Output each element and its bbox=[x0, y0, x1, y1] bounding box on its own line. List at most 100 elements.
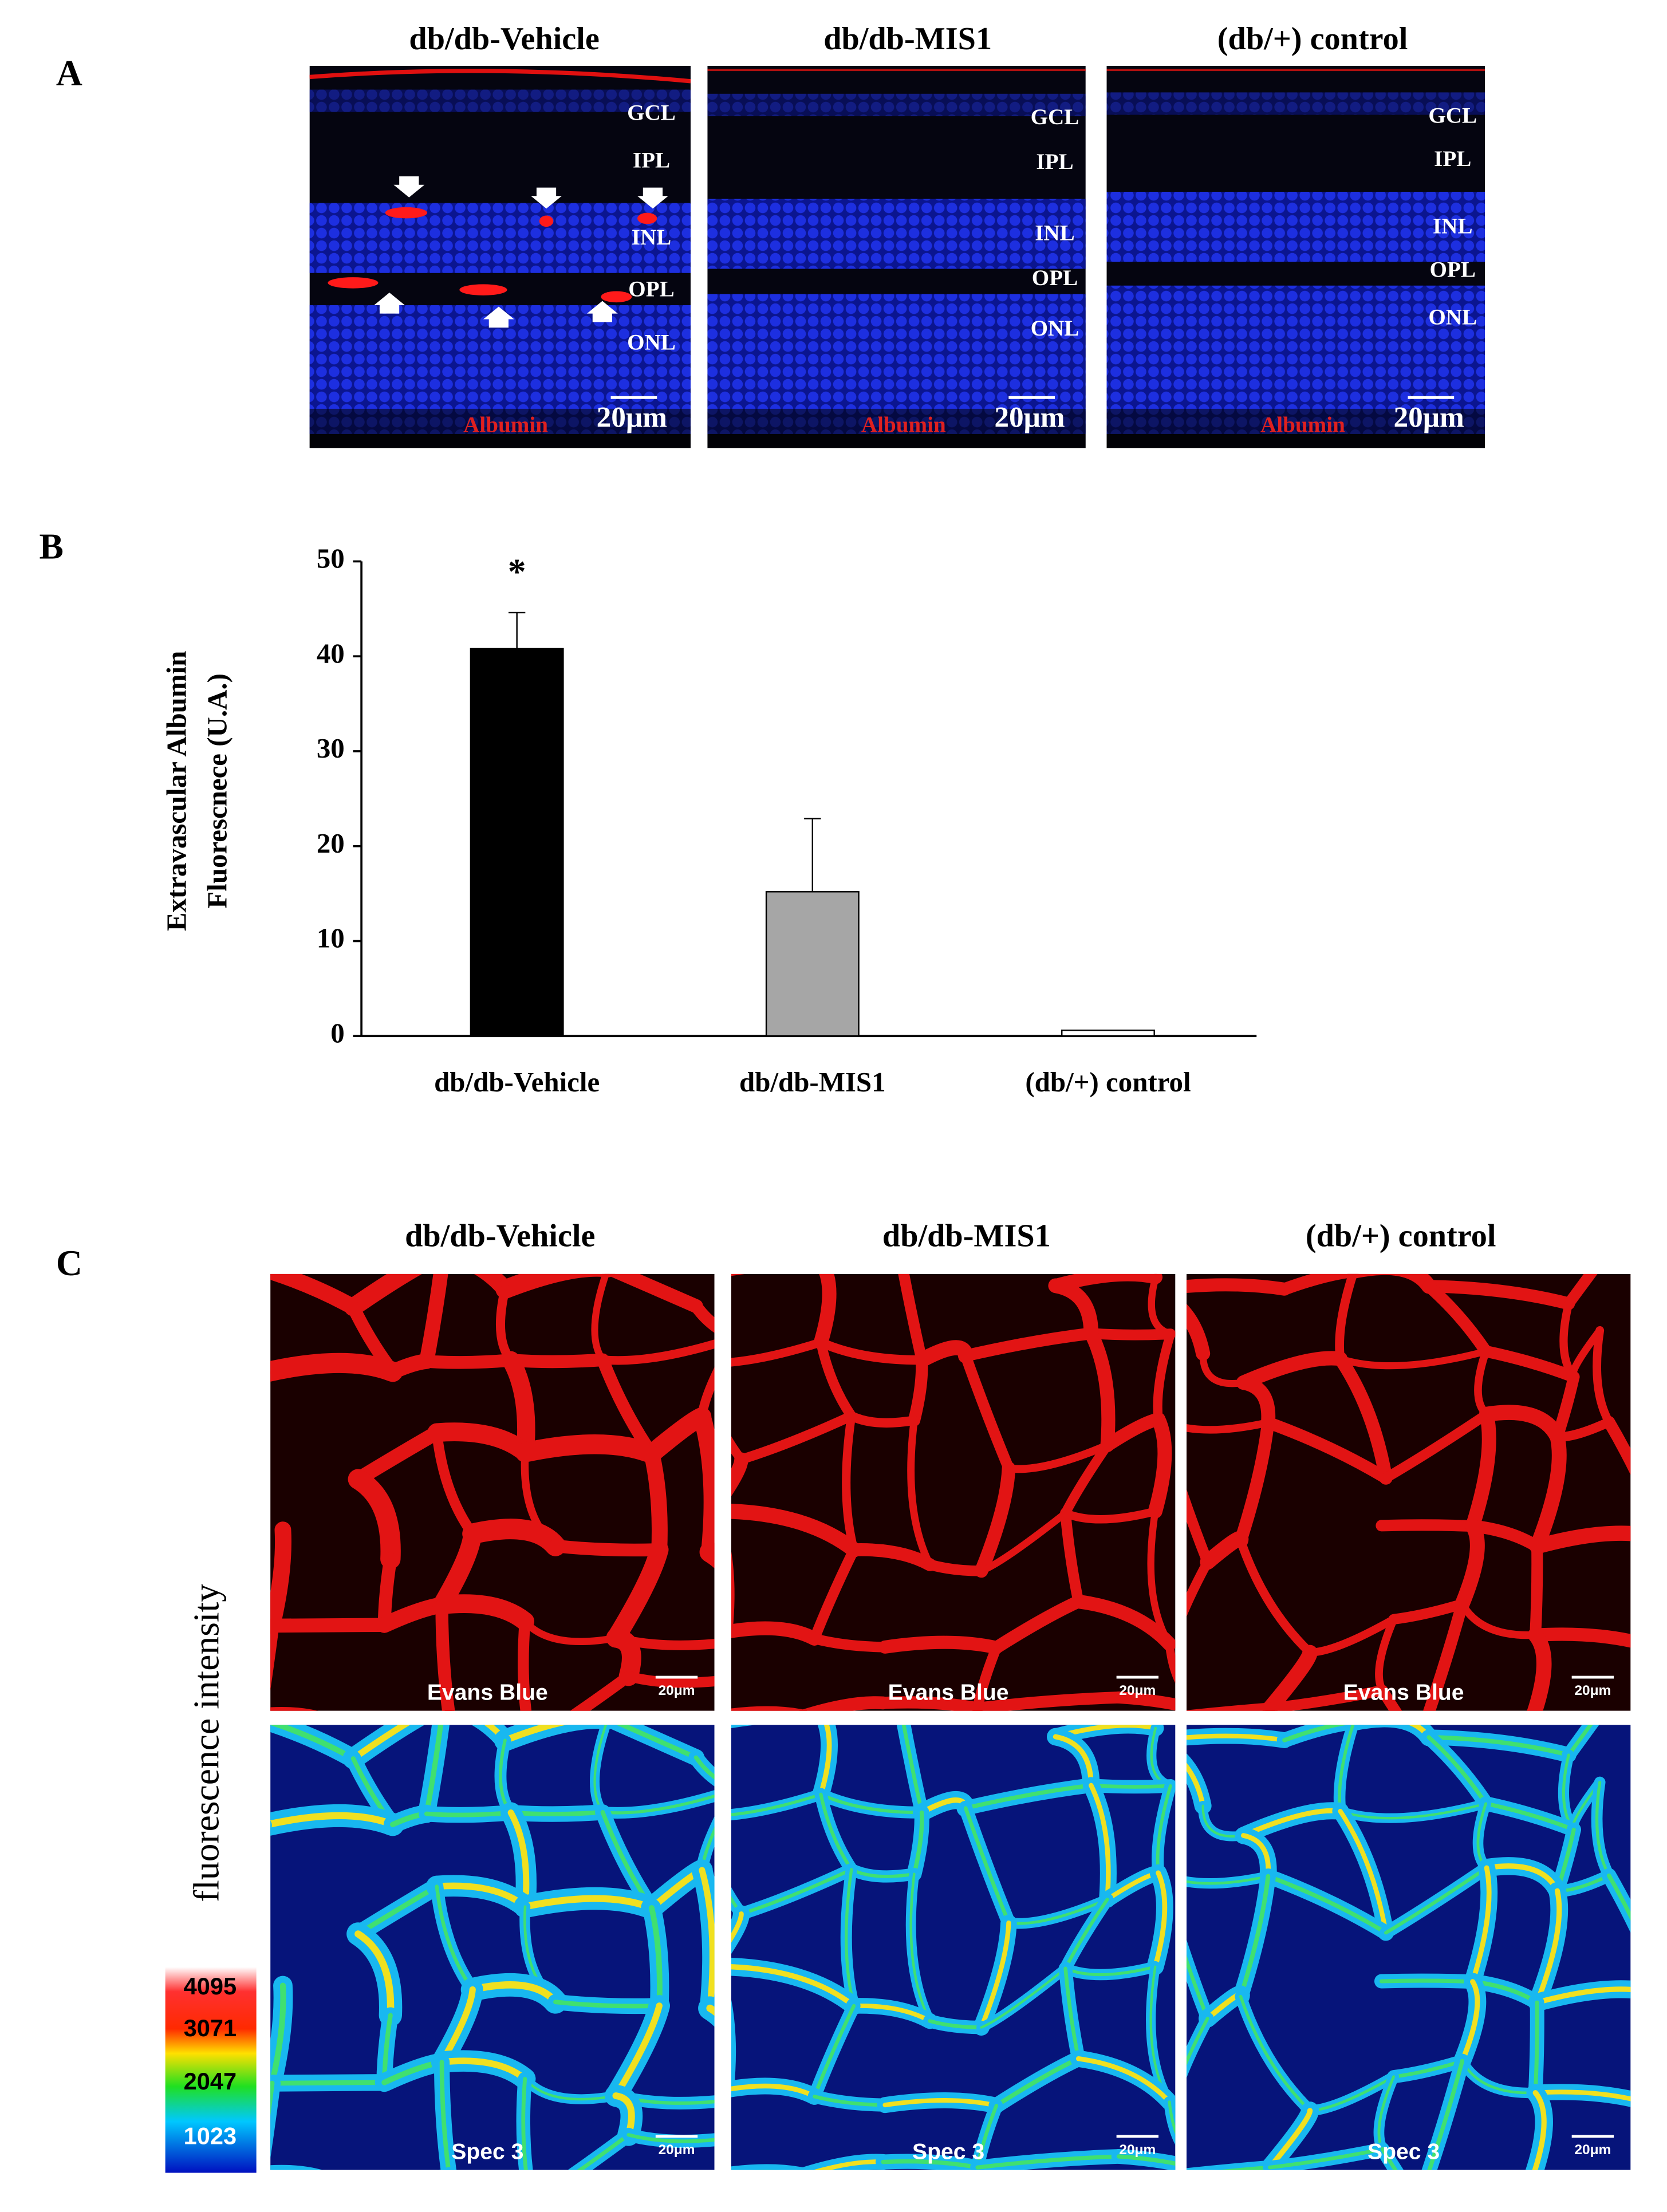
vessel bbox=[990, 1595, 1085, 1654]
vessel-core bbox=[994, 2056, 1081, 2108]
image-label: Evans Blue bbox=[888, 1681, 1009, 1705]
vessel bbox=[1465, 1407, 1496, 1533]
stain-label: Albumin bbox=[463, 413, 548, 437]
vessel-core bbox=[247, 1825, 264, 1884]
column-title: db/db-Vehicle bbox=[409, 21, 599, 57]
dark-fade bbox=[707, 408, 1086, 448]
vessel bbox=[816, 1337, 927, 1365]
vessel-core bbox=[1533, 2000, 1539, 2095]
vessel bbox=[270, 1353, 403, 1382]
vessel bbox=[1532, 2178, 1664, 2205]
vessel bbox=[1165, 1639, 1176, 1683]
vessel-core bbox=[697, 1714, 822, 1726]
panel-label: C bbox=[56, 1243, 82, 1283]
vessel-core bbox=[601, 1794, 715, 1815]
vessel-core bbox=[963, 1806, 1011, 1925]
vessel-core bbox=[626, 2133, 715, 2143]
vessel bbox=[1593, 1326, 1614, 1426]
layer-label: IPL bbox=[1434, 147, 1471, 171]
vessel-core bbox=[1152, 1870, 1168, 1970]
column-title: db/db-MIS1 bbox=[882, 1219, 1051, 1254]
vessel bbox=[1085, 1328, 1176, 1340]
vessel-core bbox=[1240, 1808, 1343, 1838]
vessel bbox=[731, 1725, 756, 1729]
vessel bbox=[431, 1427, 478, 1539]
column-title: db/db-MIS1 bbox=[823, 21, 992, 57]
vessel bbox=[908, 1354, 928, 1427]
albumin-leak bbox=[328, 277, 379, 289]
colorbar bbox=[165, 1967, 257, 2173]
vessel bbox=[1455, 1519, 1485, 1612]
vessel bbox=[445, 1710, 452, 1711]
vessel bbox=[270, 1618, 392, 1633]
vessel bbox=[591, 1273, 610, 1363]
vessel bbox=[1381, 1409, 1492, 1483]
vessel-core bbox=[1533, 2089, 1631, 2101]
vessel bbox=[1527, 1627, 1552, 1711]
image-label: Spec 3 bbox=[912, 2140, 984, 2164]
vessel-core bbox=[909, 1872, 931, 2022]
vessel-core bbox=[928, 2019, 983, 2029]
x-tick-label: db/db-MIS1 bbox=[739, 1066, 886, 1098]
vessel-core bbox=[739, 1867, 853, 1916]
vessel-core bbox=[612, 2002, 663, 2099]
scale-label: 20μm bbox=[1574, 2142, 1611, 2158]
vessel bbox=[731, 2164, 809, 2170]
vessel-core bbox=[523, 2077, 617, 2101]
vessel bbox=[1061, 1440, 1113, 1518]
dark-fade bbox=[1106, 408, 1485, 448]
vessel-core bbox=[731, 1911, 744, 1943]
vessel-core bbox=[424, 1810, 514, 1817]
layer-label: OPL bbox=[1032, 266, 1078, 290]
albumin-leak bbox=[385, 207, 428, 219]
x-tick-label: db/db-Vehicle bbox=[434, 1066, 600, 1098]
arrow bbox=[483, 306, 514, 328]
vessel bbox=[731, 1436, 746, 1464]
vessel bbox=[1264, 1685, 1388, 1711]
layer-label: ONL bbox=[627, 330, 676, 354]
vessel-core bbox=[1186, 1733, 1287, 1743]
vessel-core bbox=[649, 1905, 663, 2009]
angiogram bbox=[247, 1725, 715, 2170]
inl-band bbox=[707, 199, 1086, 269]
vessel bbox=[1652, 2106, 1664, 2205]
layer-label: INL bbox=[1035, 221, 1075, 246]
vessel-core bbox=[509, 1809, 605, 1817]
error-bar bbox=[508, 612, 526, 649]
vessel bbox=[1186, 1278, 1291, 1296]
bar bbox=[470, 648, 564, 1037]
vessel-core bbox=[1459, 1979, 1480, 2064]
vessel bbox=[914, 1340, 974, 1368]
vessel bbox=[435, 1598, 455, 1711]
significance: * bbox=[508, 551, 526, 592]
vessel bbox=[1347, 1273, 1437, 1294]
vessel bbox=[270, 1273, 361, 1315]
vessel bbox=[809, 1633, 890, 1653]
vessel-core bbox=[1657, 1997, 1667, 2107]
vessel bbox=[1376, 1519, 1479, 1532]
vessel-core bbox=[553, 2000, 662, 2009]
stain-label: Albumin bbox=[1260, 413, 1345, 437]
vessel bbox=[1528, 1627, 1631, 1648]
vessel bbox=[1113, 1691, 1176, 1711]
angiogram bbox=[731, 1273, 1176, 1711]
colorbar-label: 2047 bbox=[184, 2068, 237, 2095]
column-title: (db/+) control bbox=[1217, 21, 1408, 57]
vessel-core bbox=[1380, 2147, 1398, 2170]
vessel bbox=[846, 1411, 919, 1428]
vessel-core bbox=[439, 2060, 451, 2170]
arrow bbox=[374, 292, 405, 314]
vessel bbox=[1337, 1347, 1489, 1370]
vessel bbox=[1234, 1416, 1275, 1547]
error-bar bbox=[804, 818, 821, 892]
vessel bbox=[877, 1696, 984, 1711]
red-vessel bbox=[309, 69, 691, 84]
vessel bbox=[731, 1338, 825, 1367]
vessel bbox=[605, 1273, 703, 1314]
vessel bbox=[1148, 1412, 1172, 1519]
vessel-core bbox=[881, 2159, 980, 2170]
vessel-core bbox=[270, 1982, 286, 2087]
layer-label: GCL bbox=[1428, 103, 1477, 128]
vessel bbox=[1199, 1350, 1247, 1387]
vessel bbox=[1657, 1540, 1667, 1648]
